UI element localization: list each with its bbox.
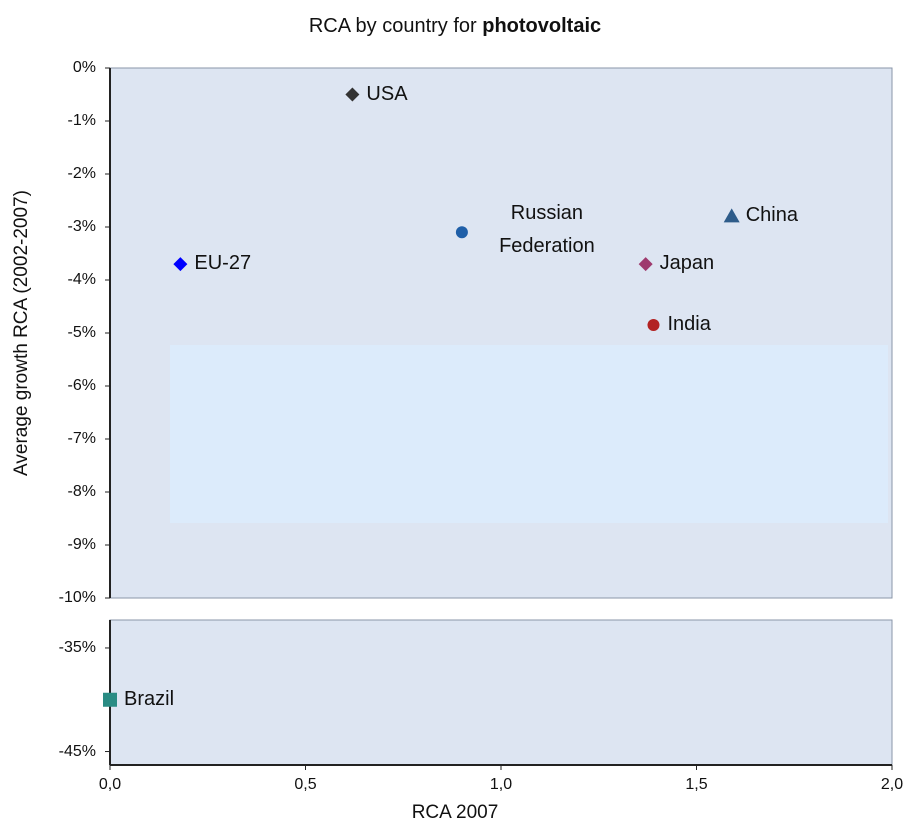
y2-tick-label: -45% — [59, 743, 96, 760]
title-text: RCA by country for — [309, 15, 477, 37]
point-label-text: EU-27 — [194, 252, 252, 275]
point — [638, 257, 653, 272]
point-label-text: Brazil — [124, 687, 175, 710]
point-label: China — [745, 204, 798, 227]
y-tick-label: -5% — [68, 324, 96, 341]
x-tick-label: 1,0 — [490, 776, 512, 793]
x-tick-label: 1,5 — [685, 776, 707, 793]
y-tick-label: -7% — [68, 430, 96, 447]
x-axis-label: RCA 2007 — [412, 802, 499, 823]
point-label-text: China — [745, 204, 798, 227]
y-tick-label: -10% — [59, 589, 96, 606]
point — [723, 208, 740, 223]
y2-tick-label: -35% — [59, 639, 96, 656]
point-label-text: India — [667, 313, 711, 336]
point — [455, 226, 468, 239]
highlight-box — [170, 345, 888, 523]
y-tick-label: -3% — [68, 218, 96, 235]
x-tick-label: 0,5 — [294, 776, 316, 793]
point-label: Japan — [659, 252, 715, 275]
point-label-text: USA — [366, 82, 408, 105]
point-label: Brazil — [124, 687, 175, 710]
chart-title: RCA by country for photovoltaic — [309, 15, 601, 37]
x-tick-label: 2,0 — [881, 776, 903, 793]
y-tick-label: -9% — [68, 536, 96, 553]
point-label: Russian Federation — [499, 202, 595, 258]
title-emphasis: photovoltaic — [482, 15, 601, 37]
y-tick-label: -2% — [68, 165, 96, 182]
point-label: India — [667, 313, 711, 336]
point-label-text: Japan — [659, 252, 715, 275]
y-tick-label: -6% — [68, 377, 96, 394]
y-axis-label: Average growth RCA (2002-2007) — [11, 190, 32, 476]
point-label: USA — [366, 82, 408, 105]
point — [345, 87, 360, 102]
point — [103, 692, 117, 707]
point — [647, 319, 660, 332]
y-tick-label: 0% — [73, 59, 96, 76]
plot-area-bottom — [109, 619, 893, 766]
y-tick-label: -8% — [68, 483, 96, 500]
point — [173, 257, 188, 272]
x-tick-label: 0,0 — [99, 776, 121, 793]
point-label-text: Russian Federation — [499, 202, 595, 258]
point-label: EU-27 — [194, 252, 252, 275]
y-tick-label: -1% — [68, 112, 96, 129]
y-tick-label: -4% — [68, 271, 96, 288]
